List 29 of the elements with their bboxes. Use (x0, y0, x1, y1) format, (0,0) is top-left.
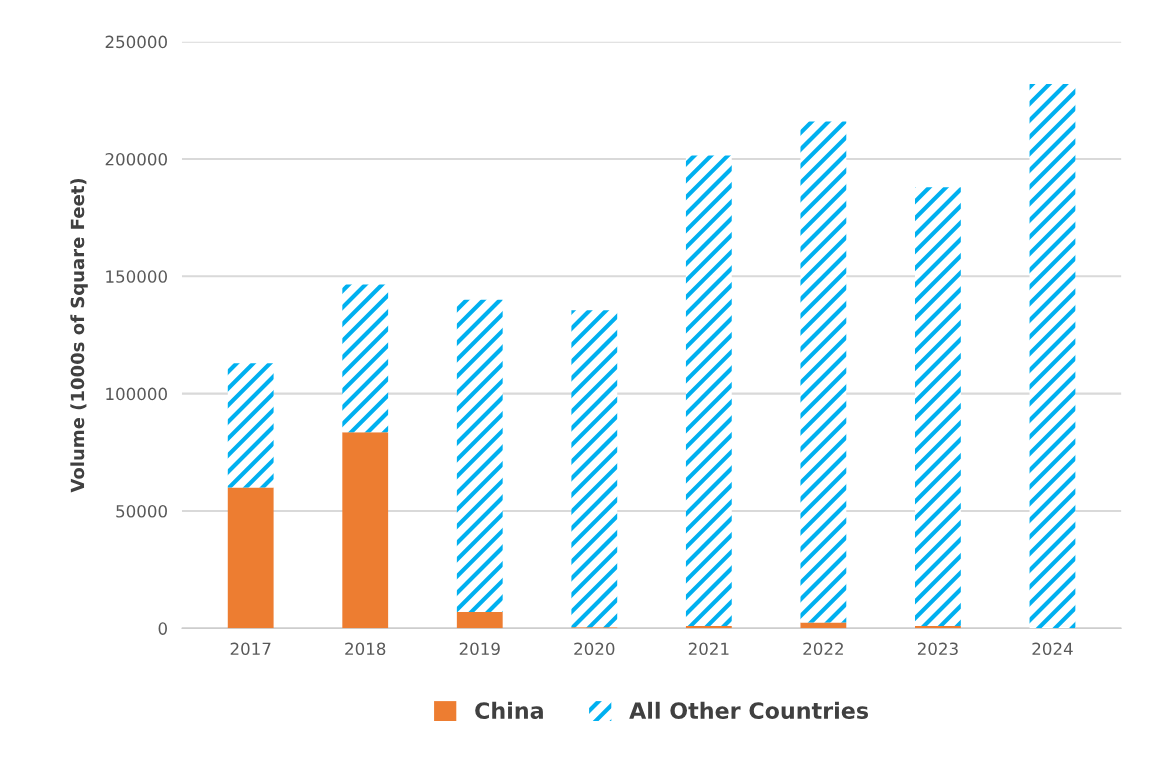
bar (227, 487, 274, 629)
y-tick-label: 100000 (106, 387, 167, 401)
y-tick-label: 200000 (105, 152, 167, 166)
bar (800, 622, 847, 629)
x-tick-label: 2019 (459, 642, 500, 656)
bar (1029, 83, 1076, 629)
bar (456, 299, 503, 612)
x-tick-label: 2017 (230, 642, 271, 656)
y-axis-title: Volume (1000s of Square Feet) (70, 178, 88, 493)
x-tick-label: 2018 (345, 642, 386, 656)
legend-label: All Other Countries (629, 701, 869, 719)
x-tick-label: 2021 (688, 642, 729, 656)
x-tick-label: 2022 (803, 642, 843, 656)
y-tick-label: 0 (158, 622, 167, 635)
bar (342, 284, 389, 433)
bar (456, 611, 503, 629)
bar (685, 155, 732, 626)
x-tick-label: 2024 (1032, 642, 1073, 656)
y-tick-label: 50000 (116, 504, 167, 518)
x-tick-label: 2023 (917, 642, 958, 656)
bar (571, 310, 618, 628)
legend-label: China (475, 701, 543, 719)
y-tick-label: 250000 (105, 35, 167, 49)
bar (800, 121, 847, 623)
bar (342, 432, 389, 629)
bar (227, 363, 274, 488)
y-tick-label: 150000 (106, 270, 167, 283)
x-tick-label: 2020 (574, 642, 615, 656)
bar (915, 187, 961, 626)
